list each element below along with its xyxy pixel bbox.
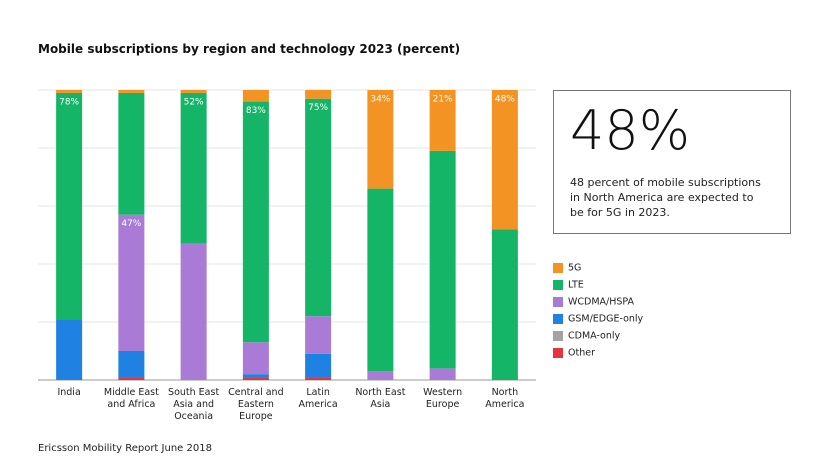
bar-segment [180, 90, 207, 93]
x-tick-label: India [57, 387, 81, 398]
value-label: 78% [59, 97, 79, 107]
callout-headline: 48% [570, 99, 691, 162]
bar-segment [242, 342, 269, 375]
x-tick-label: Western Europe [423, 387, 463, 410]
legend-label: GSM/EDGE-only [568, 314, 644, 325]
value-label: 34% [370, 95, 390, 105]
legend-swatch [553, 297, 563, 307]
value-label: 21% [433, 95, 453, 105]
callout-box: 48% 48 percent of mobile subscriptions i… [553, 90, 791, 234]
legend-swatch [553, 348, 563, 358]
bar-segment [242, 101, 269, 343]
bar-segment [367, 90, 394, 189]
x-tick-label: Latin America [298, 387, 338, 410]
bar-segment [242, 374, 269, 378]
bar-segment [56, 92, 83, 320]
bar-segment [305, 377, 332, 380]
bar-segment [305, 316, 332, 354]
legend-label: CDMA-only [568, 331, 621, 342]
x-tick-label: Central and Eastern Europe [228, 387, 284, 422]
x-tick-label: North East Asia [355, 387, 406, 410]
legend-swatch [553, 280, 563, 290]
bar-segment [118, 377, 145, 380]
bar-segment [491, 90, 518, 230]
chart-title: Mobile subscriptions by region and techn… [38, 42, 461, 56]
bar-segment [118, 214, 145, 351]
legend-swatch [553, 314, 563, 324]
bar-segment [242, 90, 269, 102]
bar-segment [118, 92, 145, 215]
x-tick-label: North America [485, 387, 525, 410]
x-tick-label: Middle East and Africa [103, 387, 159, 410]
bar-segment [429, 368, 456, 380]
bar-segment [118, 351, 145, 378]
value-label: 83% [246, 106, 266, 116]
bar-segment [305, 90, 332, 99]
bar-segment [180, 243, 207, 380]
bar-segment [367, 188, 394, 372]
bar-segment [118, 90, 145, 93]
legend-swatch [553, 263, 563, 273]
source: Ericsson Mobility Report June 2018 [38, 443, 212, 454]
bar-segment [429, 150, 456, 369]
bar-segment [429, 90, 456, 151]
legend-label: WCDMA/HSPA [568, 297, 635, 308]
legend-label: Other [568, 348, 595, 359]
bar-segment [367, 371, 394, 380]
bar-segment [305, 353, 332, 378]
value-label: 47% [121, 219, 141, 229]
bar-segment [491, 229, 518, 380]
bar-segment [180, 92, 207, 244]
value-label: 52% [184, 97, 204, 107]
value-label: 48% [495, 95, 515, 105]
bar-segment [242, 377, 269, 380]
legend-swatch [553, 331, 563, 341]
x-tick-label: South East Asia and Oceania [168, 387, 220, 422]
bar-segment [305, 98, 332, 317]
bar-segment [56, 319, 83, 380]
bar-segment [56, 90, 83, 93]
legend-label: LTE [568, 280, 584, 291]
callout-text: 48 percent of mobile subscriptions in No… [570, 176, 761, 219]
legend-label: 5G [568, 263, 581, 274]
value-label: 75% [308, 103, 328, 113]
